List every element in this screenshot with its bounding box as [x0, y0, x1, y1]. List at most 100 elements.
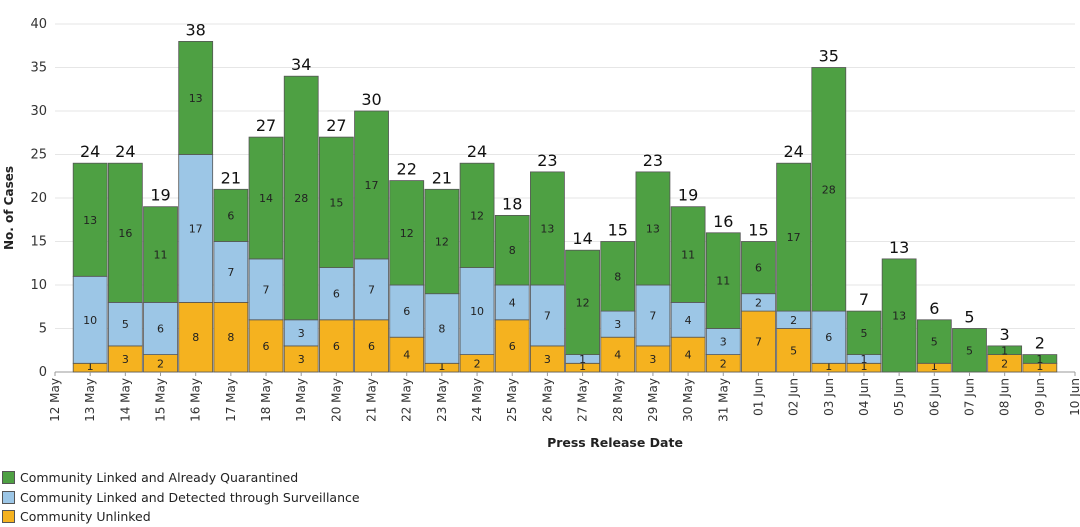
segment-label: 2 — [474, 357, 481, 370]
segment-label: 1 — [931, 360, 938, 373]
bar-segment-quarantined — [213, 188, 249, 242]
bar-segment-quarantined — [776, 162, 812, 312]
bar-segment-quarantined — [494, 214, 530, 286]
bar-segment-quarantined — [916, 319, 952, 364]
total-label: 15 — [748, 221, 768, 240]
y-tick-label: 0 — [39, 365, 47, 380]
x-tick-label: 17 May — [224, 378, 238, 422]
segment-label: 4 — [614, 349, 621, 362]
y-tick-label: 30 — [30, 104, 47, 119]
segment-label: 7 — [649, 309, 656, 322]
bar-segment-unlinked — [354, 319, 389, 373]
segment-label: 1 — [579, 353, 586, 366]
bar-segment-unlinked — [178, 301, 214, 373]
segment-label: 3 — [298, 327, 305, 340]
segment-label: 7 — [755, 336, 762, 349]
total-label: 24 — [783, 142, 803, 161]
x-tick-label: 14 May — [118, 378, 132, 422]
x-tick-label: 31 May — [716, 378, 730, 422]
segment-label: 17 — [787, 231, 801, 244]
bar-segment-quarantined — [424, 188, 460, 295]
bar-segment-quarantined — [318, 136, 354, 269]
x-tick-label: 29 May — [646, 378, 660, 422]
segment-label: 6 — [227, 209, 234, 222]
segment-label: 2 — [157, 357, 164, 370]
segment-label: 2 — [790, 314, 797, 327]
bar-segment-quarantined — [107, 162, 143, 303]
segment-label: 17 — [365, 179, 379, 192]
bar-segment-quarantined — [741, 241, 776, 295]
bar-segment-surveillance — [459, 267, 495, 356]
x-tick-label: 21 May — [365, 378, 379, 422]
x-tick-label: 07 Jun — [962, 378, 976, 416]
total-label: 27 — [256, 116, 276, 135]
x-tick-label: 05 Jun — [892, 378, 906, 416]
x-axis-title: Press Release Date — [547, 435, 683, 450]
total-label: 30 — [361, 90, 381, 109]
x-tick-label: 23 May — [435, 378, 449, 422]
bar-segment-quarantined — [459, 162, 495, 268]
bar-segment-unlinked — [635, 345, 671, 373]
segment-label: 13 — [83, 214, 97, 227]
bar-segment-quarantined — [178, 41, 214, 155]
segment-label: 1 — [438, 360, 445, 373]
x-tick-label: 16 May — [189, 378, 203, 422]
bar-segment-unlinked — [283, 345, 319, 373]
segment-label: 8 — [227, 331, 234, 344]
bar-segment-quarantined — [248, 136, 284, 260]
total-label: 24 — [115, 142, 135, 161]
bar-segment-quarantined — [72, 162, 108, 277]
segment-label: 13 — [646, 222, 660, 235]
bar-segment-surveillance — [283, 319, 319, 347]
segment-label: 1 — [825, 360, 832, 373]
segment-label: 3 — [298, 353, 305, 366]
legend-swatch-unlinked — [2, 510, 15, 524]
segment-label: 10 — [470, 305, 484, 318]
total-label: 14 — [572, 229, 592, 248]
segment-label: 11 — [681, 249, 695, 262]
x-tick-label: 22 May — [400, 378, 414, 422]
segment-label: 1 — [860, 353, 867, 366]
bar-segment-unlinked — [213, 301, 249, 373]
x-tick-label: 25 May — [505, 378, 519, 422]
total-label: 5 — [964, 308, 974, 327]
bar-segment-quarantined — [881, 258, 917, 373]
y-tick-label: 10 — [30, 278, 47, 293]
x-tick-label: 13 May — [83, 378, 97, 422]
y-tick-label: 25 — [30, 148, 47, 163]
x-tick-label: 28 May — [611, 378, 625, 422]
bar-segment-quarantined — [354, 110, 389, 260]
segment-label: 2 — [720, 357, 727, 370]
segment-label: 17 — [189, 222, 203, 235]
x-tick-label: 02 Jun — [787, 378, 801, 416]
legend-label-unlinked: Community Unlinked — [20, 509, 151, 525]
x-tick-label: 26 May — [540, 378, 554, 422]
x-tick-label: 19 May — [294, 378, 308, 422]
total-label: 34 — [291, 55, 311, 74]
total-label: 23 — [643, 151, 663, 170]
segment-label: 10 — [83, 314, 97, 327]
x-tick-label: 15 May — [154, 378, 168, 422]
segment-label: 1 — [860, 360, 867, 373]
bar-segment-surveillance — [318, 267, 354, 321]
legend-label-surveillance: Community Linked and Detected through Su… — [20, 489, 360, 505]
total-label: 18 — [502, 194, 522, 213]
legend-item-unlinked: Community Unlinked — [2, 507, 360, 527]
segment-label: 4 — [509, 296, 516, 309]
total-label: 22 — [397, 160, 417, 179]
bar-segment-unlinked — [318, 319, 354, 373]
total-label: 15 — [608, 221, 628, 240]
bar-segment-surveillance — [72, 275, 108, 364]
bar-segment-surveillance — [530, 284, 565, 347]
total-label: 3 — [1000, 325, 1010, 344]
legend-swatch-surveillance — [2, 490, 15, 504]
segment-label: 6 — [509, 340, 516, 353]
segment-label: 6 — [333, 288, 340, 301]
segment-label: 3 — [720, 336, 727, 349]
total-label: 6 — [929, 299, 939, 318]
bar-segment-quarantined — [811, 67, 847, 312]
segment-label: 12 — [435, 236, 449, 249]
bar-segment-surveillance — [354, 258, 389, 321]
y-tick-label: 15 — [30, 235, 47, 250]
